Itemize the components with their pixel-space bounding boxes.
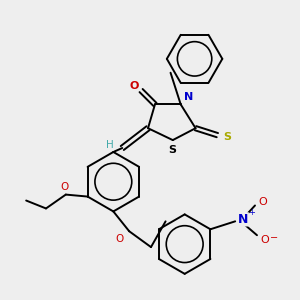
Text: S: S	[168, 145, 176, 155]
Text: −: −	[270, 233, 278, 243]
Text: O: O	[259, 196, 267, 206]
Text: H: H	[106, 140, 113, 150]
Text: O: O	[61, 182, 69, 192]
Text: +: +	[249, 208, 256, 217]
Text: S: S	[223, 132, 231, 142]
Text: N: N	[238, 213, 248, 226]
Text: O: O	[115, 234, 123, 244]
Text: O: O	[260, 235, 269, 245]
Text: N: N	[184, 92, 193, 103]
Text: O: O	[130, 81, 139, 91]
